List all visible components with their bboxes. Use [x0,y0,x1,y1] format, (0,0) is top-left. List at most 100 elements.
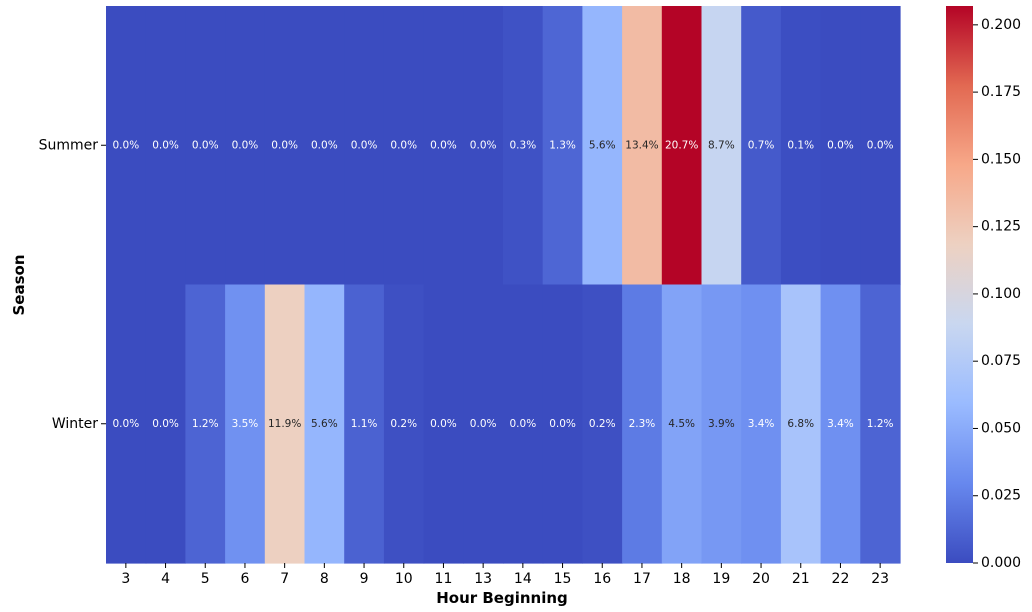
heatmap-cell-winter-3 [106,284,147,564]
heatmap-cell-winter-19 [701,284,742,564]
cell-label-winter-22: 3.4% [827,418,854,430]
x-tick-label-11: 11 [435,571,453,587]
x-tick-label-15: 15 [554,571,572,587]
x-tick-label-14: 14 [514,571,532,587]
y-axis: Summer Winter [39,137,106,432]
heatmap-cell-summer-6 [225,6,266,286]
x-tick-label-13: 13 [474,571,492,587]
colorbar: 0.000 0.025 0.050 0.075 0.100 0.125 0.150 0.175… [946,6,1021,571]
colorbar-tick-label-0.175: 0.175 [981,84,1021,100]
x-tick-label-17: 17 [633,571,651,587]
cell-label-summer-16: 5.6% [589,139,616,151]
colorbar-tick-label-0.125: 0.125 [981,219,1021,235]
x-tick-label-22: 22 [832,571,850,587]
colorbar-tick-label-0.150: 0.150 [981,151,1021,167]
heatmap-cell-summer-14 [503,6,544,286]
x-tick-label-5: 5 [201,571,210,587]
x-tick-label-7: 7 [280,571,289,587]
cell-label-winter-10: 0.2% [390,418,417,430]
cell-label-winter-14: 0.0% [510,418,537,430]
colorbar-tick-label-0.100: 0.100 [981,286,1021,302]
cell-label-winter-7: 11.9% [268,418,301,430]
heatmap-cell-winter-20 [741,284,782,564]
x-tick-label-6: 6 [240,571,249,587]
cell-label-winter-17: 2.3% [629,418,656,430]
x-axis: 3 4 5 6 7 8 9 10 11 13 14 15 16 17 18 19 20 21 22 23 [121,563,889,587]
x-tick-label-20: 20 [752,571,770,587]
heatmap-cell-labels: 0.0% 0.0% 0.0% 0.0% 0.0% 0.0% 0.0% 0.0% 0.0% 0.0%… [113,139,894,430]
heatmap-cell-winter-5 [185,284,226,564]
heatmap-cell-winter-23 [860,284,901,564]
cell-label-summer-18: 20.7% [665,139,698,151]
colorbar-tick-label-0.050: 0.050 [981,420,1021,436]
cell-label-summer-7: 0.0% [271,139,298,151]
heatmap-cell-summer-5 [185,6,226,286]
cell-label-winter-5: 1.2% [192,418,219,430]
heatmap-cell-winter-18 [661,284,703,564]
x-tick-label-18: 18 [673,571,691,587]
cell-label-winter-15: 0.0% [549,418,576,430]
heatmap-cells [106,6,901,564]
heatmap-cell-summer-3 [106,6,147,286]
heatmap-cell-winter-4 [145,284,186,564]
heatmap-cell-summer-20 [741,6,782,286]
cell-label-summer-14: 0.3% [510,139,537,151]
colorbar-tick-label-0.200: 0.200 [981,17,1021,33]
cell-label-summer-4: 0.0% [152,139,179,151]
x-axis-title: Hour Beginning [436,589,568,607]
y-axis-title: Season [10,254,28,315]
heatmap-cell-summer-21 [780,6,822,286]
cell-label-winter-9: 1.1% [351,418,378,430]
heatmap-cell-winter-13 [463,284,504,564]
heatmap-cell-summer-19 [701,6,742,286]
cell-label-summer-15: 1.3% [549,139,576,151]
cell-label-winter-21: 6.8% [787,418,814,430]
heatmap-cell-summer-22 [820,6,861,286]
cell-label-winter-8: 5.6% [311,418,338,430]
x-tick-label-19: 19 [712,571,730,587]
x-tick-label-23: 23 [871,571,889,587]
heatmap-cell-summer-8 [304,6,345,286]
y-tick-label-summer: Summer [39,137,99,153]
heatmap-cell-summer-23 [860,6,901,286]
cell-label-summer-13: 0.0% [470,139,497,151]
cell-label-winter-19: 3.9% [708,418,735,430]
x-tick-label-4: 4 [161,571,170,587]
cell-label-winter-3: 0.0% [113,418,140,430]
cell-label-summer-5: 0.0% [192,139,219,151]
y-tick-label-winter: Winter [52,416,98,432]
colorbar-tick-label-0.075: 0.075 [981,353,1021,369]
cell-label-summer-20: 0.7% [748,139,775,151]
cell-label-summer-23: 0.0% [867,139,894,151]
colorbar-tick-label-0.025: 0.025 [981,488,1021,504]
x-tick-label-9: 9 [360,571,369,587]
heatmap-cell-summer-4 [145,6,186,286]
cell-label-winter-4: 0.0% [152,418,179,430]
cell-label-winter-20: 3.4% [748,418,775,430]
cell-label-summer-8: 0.0% [311,139,338,151]
cell-label-winter-11: 0.0% [430,418,457,430]
cell-label-summer-22: 0.0% [827,139,854,151]
heatmap-cell-winter-9 [344,284,385,564]
heatmap-cell-summer-15 [542,6,583,286]
heatmap-cell-winter-14 [503,284,544,564]
heatmap-cell-summer-13 [463,6,504,286]
heatmap-cell-winter-11 [423,284,464,564]
cell-label-winter-18: 4.5% [668,418,695,430]
x-tick-label-8: 8 [320,571,329,587]
cell-label-winter-16: 0.2% [589,418,616,430]
heatmap-cell-summer-9 [344,6,385,286]
heatmap-cell-winter-7 [264,284,306,564]
heatmap-cell-summer-10 [383,6,425,286]
cell-label-summer-11: 0.0% [430,139,457,151]
cell-label-summer-19: 8.7% [708,139,735,151]
cell-label-summer-21: 0.1% [787,139,814,151]
x-tick-label-21: 21 [792,571,810,587]
heatmap-cell-summer-17 [622,6,663,286]
x-tick-label-16: 16 [593,571,611,587]
x-tick-label-3: 3 [121,571,130,587]
heatmap-cell-winter-6 [225,284,266,564]
cell-label-summer-17: 13.4% [625,139,658,151]
